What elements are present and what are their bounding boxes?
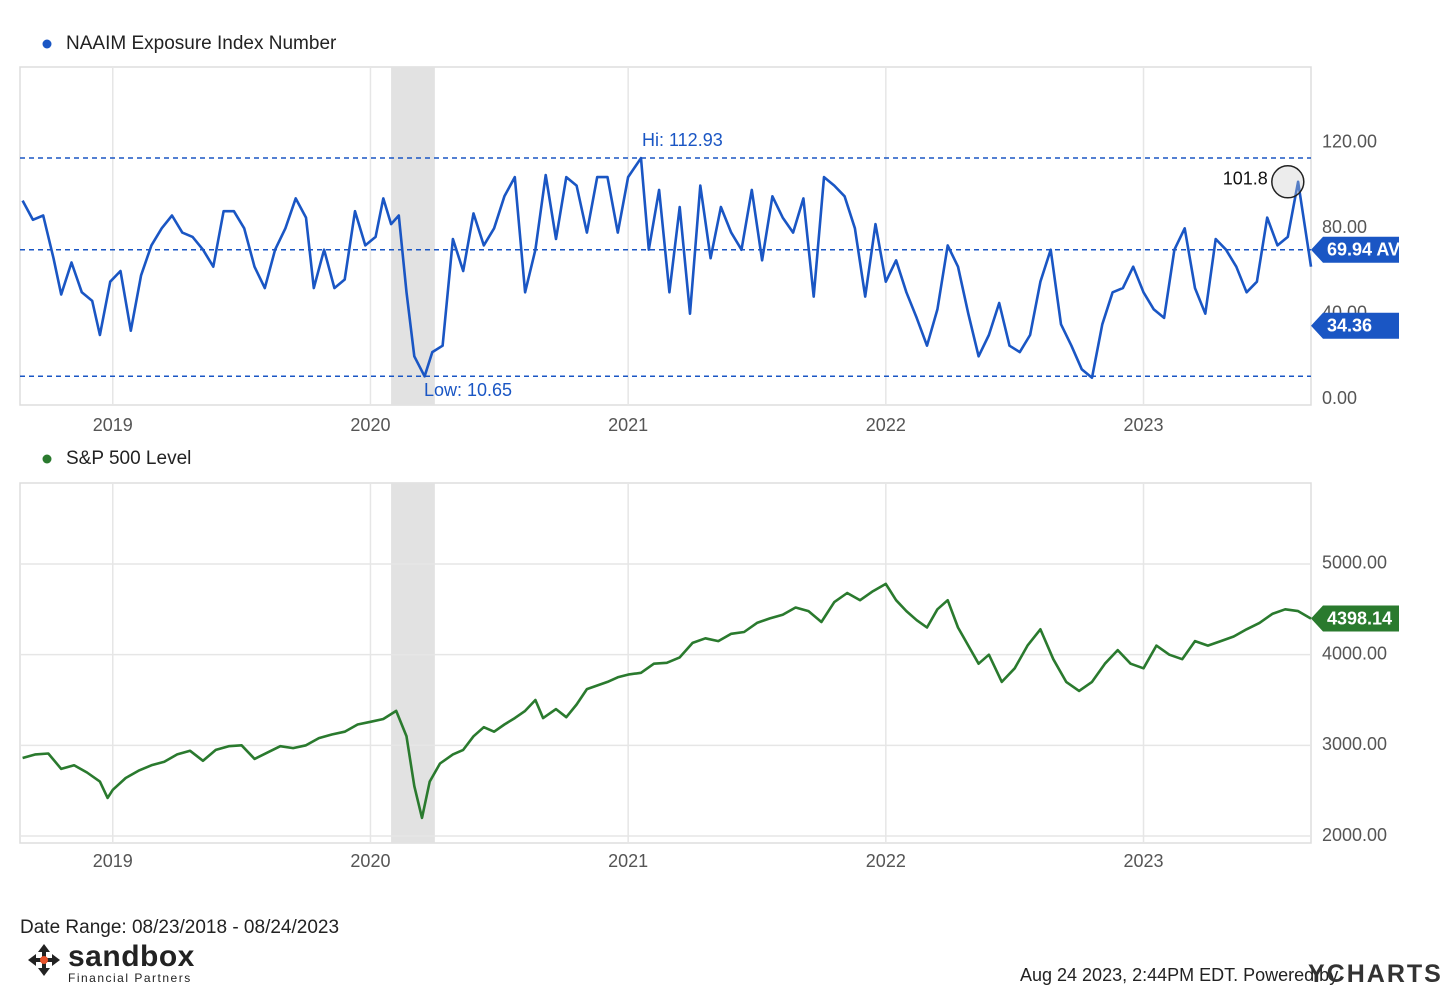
legend-label: NAAIM Exposure Index Number	[66, 33, 337, 54]
legend-marker	[42, 39, 52, 49]
x-tick-label: 2023	[1123, 851, 1163, 871]
y-tick-label: 2000.00	[1322, 825, 1387, 845]
value-tag-label: 34.36	[1327, 315, 1372, 335]
series-line	[21, 156, 1313, 379]
logo-icon	[28, 944, 60, 976]
x-tick-label: 2023	[1123, 415, 1163, 435]
provider: YCHARTS	[1308, 960, 1443, 988]
value-tag	[1311, 605, 1399, 632]
y-tick-label: 120.00	[1322, 132, 1377, 152]
value-tag-label: 69.94 AVG	[1327, 240, 1414, 260]
y-tick-label: 5000.00	[1322, 553, 1387, 573]
value-tag	[1311, 236, 1399, 263]
x-tick-label: 2019	[93, 851, 133, 871]
timestamp: Aug 24 2023, 2:44PM EDT. Powered by	[1020, 965, 1339, 985]
series-line	[22, 582, 1312, 820]
brand: sandbox	[68, 940, 195, 973]
legend-label: S&P 500 Level	[66, 448, 191, 469]
brand-sub: Financial Partners	[68, 971, 192, 985]
plot-area	[19, 66, 1312, 406]
y-tick-label: 3000.00	[1322, 734, 1387, 754]
x-tick-label: 2020	[350, 851, 390, 871]
date-range: Date Range: 08/23/2018 - 08/24/2023	[20, 917, 340, 938]
reference-label: Hi: 112.93	[642, 130, 723, 150]
y-tick-label: 80.00	[1322, 217, 1367, 237]
callout-circle	[1271, 165, 1305, 199]
value-tag	[1311, 312, 1399, 339]
legend-marker	[42, 454, 52, 464]
x-tick-label: 2020	[350, 415, 390, 435]
x-tick-label: 2019	[93, 415, 133, 435]
x-tick-label: 2021	[608, 415, 648, 435]
x-tick-label: 2022	[866, 415, 906, 435]
y-tick-label: 4000.00	[1322, 643, 1387, 663]
x-tick-label: 2021	[608, 851, 648, 871]
value-tag-label: 4398.14	[1327, 608, 1392, 628]
x-tick-label: 2022	[866, 851, 906, 871]
callout-label: 101.8	[1223, 169, 1268, 189]
reference-label: Low: 10.65	[424, 380, 512, 400]
y-tick-label: 0.00	[1322, 388, 1357, 408]
